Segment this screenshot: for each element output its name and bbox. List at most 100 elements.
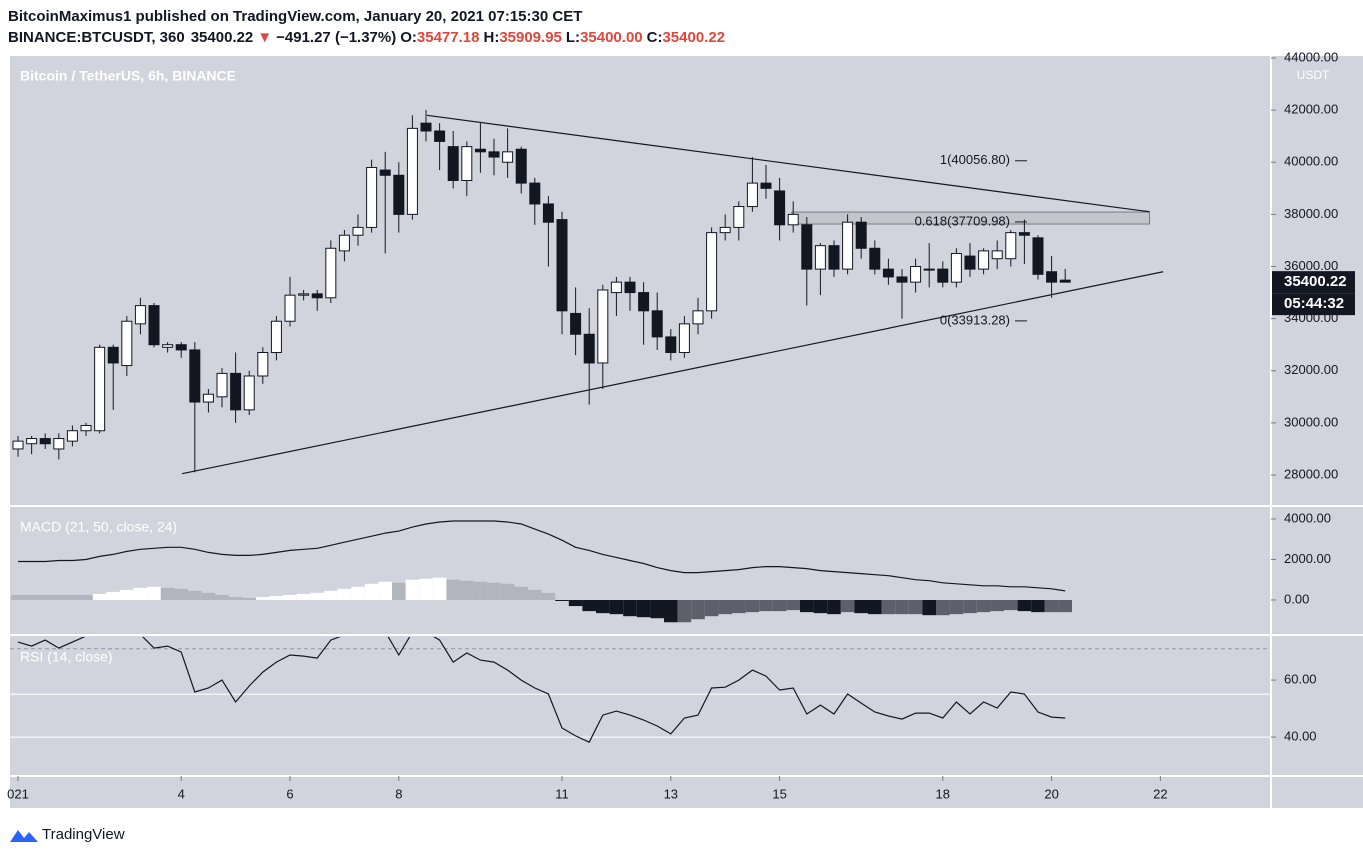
candle-body	[978, 250, 990, 270]
candle-body	[638, 292, 650, 312]
macd-histogram-bar	[541, 592, 556, 600]
candle-body	[107, 346, 119, 364]
macd-histogram-bar	[568, 599, 583, 607]
candle-body	[26, 438, 38, 445]
x-tick-label: 22	[1153, 786, 1167, 801]
candle-body	[12, 440, 24, 450]
y-tick-label: 2000.00	[1284, 551, 1331, 566]
macd-histogram-bar	[487, 582, 501, 600]
y-tick-label: 42000.00	[1284, 102, 1338, 117]
x-tick-label: 6	[286, 786, 293, 801]
candle-body	[420, 122, 432, 132]
candle-body	[393, 174, 405, 215]
macd-histogram-bar	[759, 599, 773, 612]
macd-histogram-bar	[854, 599, 868, 614]
candle-body	[1059, 279, 1071, 283]
macd-histogram-bar	[160, 587, 175, 600]
macd-histogram-bar	[799, 599, 814, 613]
macd-histogram-bar	[664, 599, 678, 623]
candle-body	[542, 203, 554, 223]
candle-body	[529, 182, 541, 205]
candle-body	[910, 266, 922, 283]
price-pane: 1(40056.80) 0.618(37709.98) 0(33913.28)	[12, 110, 1164, 475]
ohlc-key: O:	[400, 29, 417, 46]
macd-histogram-bar	[990, 599, 1004, 612]
macd-histogram-bar	[269, 595, 284, 600]
candle-body	[243, 375, 255, 411]
candle-body	[896, 276, 908, 283]
ohlc-key: H:	[483, 29, 499, 46]
macd-histogram-bar	[446, 579, 461, 600]
candle-body	[610, 281, 622, 294]
last-price: 35400.22	[191, 29, 254, 46]
y-tick-label: 40000.00	[1284, 154, 1338, 169]
publisher: BitcoinMaximus1 published on TradingView…	[8, 8, 582, 25]
legend: Bitcoin / TetherUS, 6h, BINANCE	[20, 68, 236, 84]
candle-body	[991, 250, 1003, 260]
candle-body	[148, 305, 160, 346]
x-tick-label: 11	[555, 786, 569, 801]
macd-histogram-bar	[1017, 599, 1032, 612]
candle-body	[216, 372, 228, 398]
candle-body	[80, 425, 92, 432]
macd-histogram-bar	[596, 599, 610, 614]
macd-pane	[11, 520, 1072, 623]
macd-histogram-bar	[228, 596, 243, 600]
candle-body	[66, 430, 78, 442]
y-tick-label: 38000.00	[1284, 206, 1338, 221]
macd-histogram-bar	[120, 589, 134, 600]
macd-histogram-bar	[840, 599, 855, 613]
macd-histogram-bar	[324, 590, 338, 600]
logo	[10, 830, 38, 842]
macd-histogram-bar	[963, 599, 977, 614]
brand: TradingView	[42, 826, 125, 843]
macd-histogram-bar	[174, 588, 189, 600]
macd-histogram-bar	[1003, 599, 1018, 611]
candle-body	[950, 252, 962, 283]
candle-body	[787, 213, 799, 226]
candle-body	[964, 255, 976, 270]
macd-histogram-bar	[52, 594, 66, 600]
macd-histogram-bar	[215, 594, 229, 600]
candle-body	[447, 146, 459, 182]
candle-body	[488, 151, 500, 158]
logo-icon	[10, 830, 38, 842]
candle-body	[39, 438, 51, 445]
macd-histogram-bar	[772, 599, 787, 612]
countdown-box	[1272, 293, 1355, 316]
ohlc-key: L:	[566, 29, 580, 46]
candle-body	[692, 310, 704, 325]
candle-body	[651, 310, 663, 338]
candle-body	[94, 346, 106, 432]
candle-body	[706, 232, 718, 312]
candle-body	[597, 289, 609, 364]
candle-body	[1018, 232, 1030, 236]
candle-body	[121, 320, 133, 367]
macd-histogram-bar	[201, 592, 216, 600]
candle-body	[719, 226, 731, 234]
macd-histogram-bar	[92, 593, 107, 600]
candle-body	[1046, 271, 1058, 283]
fib-label: 0.618(37709.98)	[915, 213, 1010, 228]
candle-body	[134, 305, 146, 325]
x-tick-label: 20	[1044, 786, 1058, 801]
candle-body	[338, 234, 350, 252]
change: −491.27 (−1.37%)	[276, 29, 396, 46]
macd-histogram-bar	[976, 599, 991, 613]
candle-body	[366, 166, 378, 228]
macd-histogram-bar	[582, 599, 597, 612]
y-tick-label: 32000.00	[1284, 362, 1338, 377]
candle-body	[53, 438, 65, 450]
macd-histogram-bar	[79, 594, 93, 600]
macd-histogram-bar	[38, 594, 53, 600]
macd-histogram-bar	[867, 599, 882, 615]
chart-background	[10, 56, 1363, 808]
macd-histogram-bar	[364, 583, 379, 600]
macd-histogram-bar	[65, 594, 80, 600]
macd-histogram-bar	[106, 591, 121, 600]
candle-body	[270, 320, 282, 354]
candle-body	[828, 245, 840, 270]
macd-histogram-bar	[351, 586, 365, 600]
macd-histogram-bar	[147, 586, 161, 600]
